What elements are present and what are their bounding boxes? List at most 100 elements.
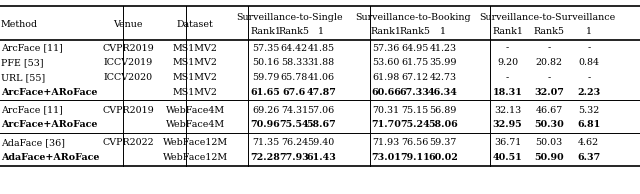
Text: 64.42: 64.42	[281, 44, 308, 53]
Text: 65.78: 65.78	[281, 73, 308, 82]
Text: 35.99: 35.99	[429, 58, 456, 67]
Text: 2.23: 2.23	[577, 88, 600, 97]
Text: 56.89: 56.89	[429, 106, 456, 115]
Text: 32.13: 32.13	[494, 106, 521, 115]
Text: 61.98: 61.98	[372, 73, 399, 82]
Text: 67.12: 67.12	[401, 73, 428, 82]
Text: 31.88: 31.88	[308, 58, 335, 67]
Text: 71.93: 71.93	[372, 138, 399, 147]
Text: 36.71: 36.71	[494, 138, 521, 147]
Text: 32.07: 32.07	[534, 88, 564, 97]
Text: -: -	[587, 44, 591, 53]
Text: Surveillance-to-Booking: Surveillance-to-Booking	[355, 13, 470, 22]
Text: -: -	[506, 73, 509, 82]
Text: 9.20: 9.20	[497, 58, 518, 67]
Text: 67.6: 67.6	[283, 88, 306, 97]
Text: WebFace4M: WebFace4M	[166, 106, 225, 115]
Text: 40.51: 40.51	[493, 153, 522, 162]
Text: 47.87: 47.87	[307, 88, 336, 97]
Text: ArcFace [11]: ArcFace [11]	[1, 44, 63, 53]
Text: MS1MV2: MS1MV2	[173, 88, 218, 97]
Text: 76.24: 76.24	[281, 138, 308, 147]
Text: MS1MV2: MS1MV2	[173, 44, 218, 53]
Text: 41.23: 41.23	[429, 44, 456, 53]
Text: 50.90: 50.90	[534, 153, 564, 162]
Text: Venue: Venue	[113, 20, 143, 29]
Text: -: -	[547, 44, 551, 53]
Text: Rank1: Rank1	[250, 27, 281, 36]
Text: 59.79: 59.79	[252, 73, 279, 82]
Text: 53.60: 53.60	[372, 58, 399, 67]
Text: 58.33: 58.33	[281, 58, 308, 67]
Text: 61.65: 61.65	[251, 88, 280, 97]
Text: 6.81: 6.81	[577, 120, 600, 129]
Text: 41.06: 41.06	[308, 73, 335, 82]
Text: Rank1: Rank1	[492, 27, 523, 36]
Text: 1: 1	[586, 27, 592, 36]
Text: ArcFace [11]: ArcFace [11]	[1, 106, 63, 115]
Text: Method: Method	[1, 20, 38, 29]
Text: 46.34: 46.34	[428, 88, 458, 97]
Text: 58.06: 58.06	[428, 120, 458, 129]
Text: 0.84: 0.84	[579, 58, 599, 67]
Text: Rank5: Rank5	[534, 27, 564, 36]
Text: 59.40: 59.40	[308, 138, 335, 147]
Text: Rank5: Rank5	[279, 27, 310, 36]
Text: 77.93: 77.93	[280, 153, 309, 162]
Text: 69.26: 69.26	[252, 106, 279, 115]
Text: ArcFace+ARoFace: ArcFace+ARoFace	[1, 88, 97, 97]
Text: 46.67: 46.67	[536, 106, 563, 115]
Text: 4.62: 4.62	[578, 138, 600, 147]
Text: 18.31: 18.31	[493, 88, 522, 97]
Text: 71.70: 71.70	[371, 120, 401, 129]
Text: 1: 1	[440, 27, 446, 36]
Text: 60.66: 60.66	[371, 88, 401, 97]
Text: 5.32: 5.32	[578, 106, 600, 115]
Text: 50.30: 50.30	[534, 120, 564, 129]
Text: AdaFace [36]: AdaFace [36]	[1, 138, 65, 147]
Text: 75.54: 75.54	[280, 120, 309, 129]
Text: CVPR2019: CVPR2019	[102, 106, 154, 115]
Text: 42.73: 42.73	[429, 73, 456, 82]
Text: 57.06: 57.06	[308, 106, 335, 115]
Text: 57.36: 57.36	[372, 44, 399, 53]
Text: 32.95: 32.95	[493, 120, 522, 129]
Text: 1: 1	[318, 27, 324, 36]
Text: 60.02: 60.02	[428, 153, 458, 162]
Text: Surveillance-to-Single: Surveillance-to-Single	[237, 13, 343, 22]
Text: WebFace12M: WebFace12M	[163, 153, 228, 162]
Text: 75.24: 75.24	[400, 120, 429, 129]
Text: 70.96: 70.96	[251, 120, 280, 129]
Text: 70.31: 70.31	[372, 106, 399, 115]
Text: ICCV2020: ICCV2020	[104, 73, 152, 82]
Text: 67.33: 67.33	[400, 88, 429, 97]
Text: 41.85: 41.85	[308, 44, 335, 53]
Text: ICCV2019: ICCV2019	[104, 58, 152, 67]
Text: 50.16: 50.16	[252, 58, 279, 67]
Text: Rank5: Rank5	[399, 27, 430, 36]
Text: Surveillance-to-Surveillance: Surveillance-to-Surveillance	[479, 13, 615, 22]
Text: 72.28: 72.28	[251, 153, 280, 162]
Text: 73.01: 73.01	[371, 153, 401, 162]
Text: CVPR2019: CVPR2019	[102, 44, 154, 53]
Text: 61.75: 61.75	[401, 58, 428, 67]
Text: 57.35: 57.35	[252, 44, 279, 53]
Text: 50.03: 50.03	[536, 138, 563, 147]
Text: 74.31: 74.31	[281, 106, 308, 115]
Text: Dataset: Dataset	[177, 20, 214, 29]
Text: Rank1: Rank1	[371, 27, 401, 36]
Text: MS1MV2: MS1MV2	[173, 58, 218, 67]
Text: CVPR2022: CVPR2022	[102, 138, 154, 147]
Text: 64.95: 64.95	[401, 44, 428, 53]
Text: 59.37: 59.37	[429, 138, 456, 147]
Text: 76.56: 76.56	[401, 138, 428, 147]
Text: URL [55]: URL [55]	[1, 73, 45, 82]
Text: -: -	[506, 44, 509, 53]
Text: MS1MV2: MS1MV2	[173, 73, 218, 82]
Text: AdaFace+ARoFace: AdaFace+ARoFace	[1, 153, 99, 162]
Text: WebFace4M: WebFace4M	[166, 120, 225, 129]
Text: 75.15: 75.15	[401, 106, 428, 115]
Text: 71.35: 71.35	[252, 138, 279, 147]
Text: 79.11: 79.11	[400, 153, 429, 162]
Text: PFE [53]: PFE [53]	[1, 58, 44, 67]
